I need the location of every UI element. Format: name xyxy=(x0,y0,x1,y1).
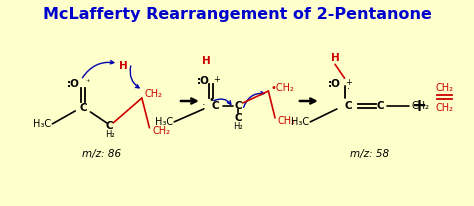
Text: H: H xyxy=(202,56,211,66)
Text: CH₂: CH₂ xyxy=(145,89,163,99)
Text: C: C xyxy=(234,113,242,123)
FancyArrowPatch shape xyxy=(244,91,264,107)
Text: C: C xyxy=(211,101,219,111)
Text: :O: :O xyxy=(328,79,341,89)
Text: :O: :O xyxy=(67,79,80,89)
Text: +: + xyxy=(411,97,426,115)
Text: :: : xyxy=(202,101,206,111)
Text: •: • xyxy=(209,95,214,105)
Text: H₃C: H₃C xyxy=(33,119,51,129)
Text: H₃C: H₃C xyxy=(291,117,310,127)
Text: McLafferty Rearrangement of 2-Pentanone: McLafferty Rearrangement of 2-Pentanone xyxy=(43,7,431,22)
Text: +: + xyxy=(214,75,220,84)
FancyArrowPatch shape xyxy=(82,61,114,78)
FancyArrowPatch shape xyxy=(130,66,139,88)
Text: H: H xyxy=(331,53,339,63)
Text: C: C xyxy=(377,101,384,111)
Text: C: C xyxy=(79,103,87,113)
Text: +: + xyxy=(345,78,352,87)
Text: •CH₂: •CH₂ xyxy=(270,83,294,93)
Text: C: C xyxy=(345,101,352,111)
Text: H: H xyxy=(119,61,128,71)
Text: CH₂: CH₂ xyxy=(436,103,454,113)
Text: m/z: 86: m/z: 86 xyxy=(82,149,121,159)
Text: :O: :O xyxy=(197,76,210,86)
Text: C: C xyxy=(234,101,242,111)
Text: H₃C: H₃C xyxy=(155,117,173,127)
Text: H₂: H₂ xyxy=(233,122,243,131)
Text: ·: · xyxy=(347,84,350,94)
Text: CH₂: CH₂ xyxy=(152,126,170,136)
Text: ⁺: ⁺ xyxy=(85,78,90,87)
FancyArrowPatch shape xyxy=(214,99,231,104)
Text: m/z: 58: m/z: 58 xyxy=(350,149,389,159)
Text: CH₂: CH₂ xyxy=(411,101,429,111)
Text: C: C xyxy=(106,121,113,131)
Text: H₂: H₂ xyxy=(105,130,114,139)
Text: CH₂: CH₂ xyxy=(436,83,454,93)
Text: CH₂: CH₂ xyxy=(278,116,296,126)
